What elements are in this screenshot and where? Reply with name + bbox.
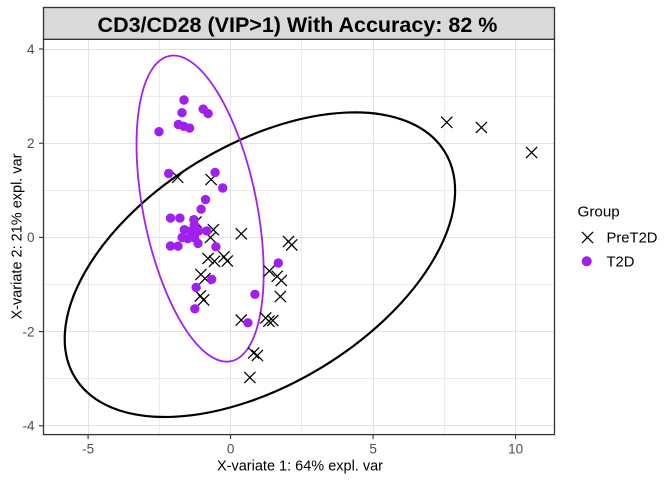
svg-text:X-variate 2: 21% expl. var: X-variate 2: 21% expl. var xyxy=(10,153,26,319)
svg-text:4: 4 xyxy=(27,42,35,57)
svg-text:5: 5 xyxy=(369,442,377,457)
svg-text:0: 0 xyxy=(27,230,35,245)
svg-text:T2D: T2D xyxy=(607,254,635,270)
svg-text:-5: -5 xyxy=(82,442,94,457)
svg-text:2: 2 xyxy=(27,136,35,151)
svg-text:0: 0 xyxy=(227,442,235,457)
svg-text:X-variate 1: 64% expl. var: X-variate 1: 64% expl. var xyxy=(217,459,383,475)
svg-text:PreT2D: PreT2D xyxy=(607,231,658,247)
svg-text:-2: -2 xyxy=(22,324,34,339)
svg-text:-4: -4 xyxy=(22,419,34,434)
svg-text:CD3/CD28 (VIP>1) With Accuracy: CD3/CD28 (VIP>1) With Accuracy: 82 % xyxy=(98,13,498,37)
svg-text:Group: Group xyxy=(578,204,620,221)
svg-text:10: 10 xyxy=(508,442,523,457)
